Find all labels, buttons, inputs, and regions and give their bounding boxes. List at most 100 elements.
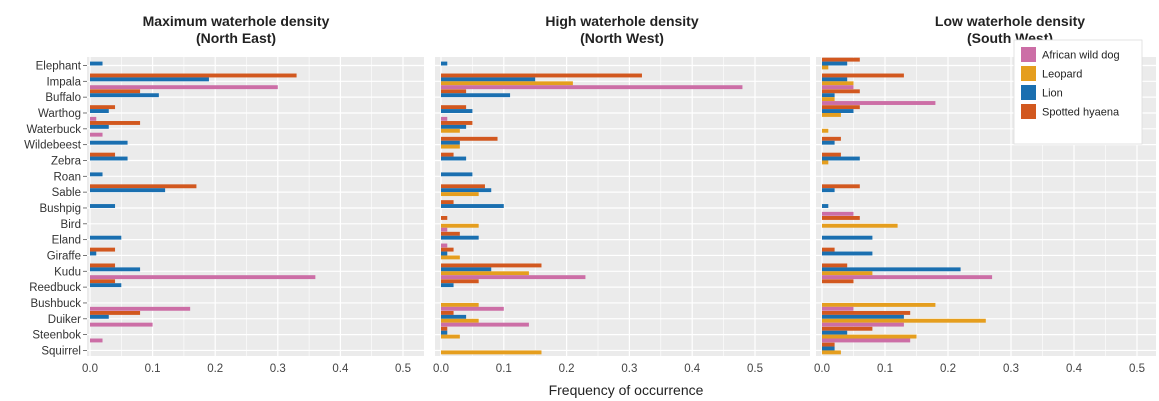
bar-spotted-hyaena-squirrel [822,342,835,347]
panel-1-background [87,57,424,356]
bar-african-wild-dog-impala [90,85,278,90]
bar-spotted-hyaena-giraffe [90,247,116,252]
bar-leopard-steenbok [822,334,917,339]
bar-lion-elephant [90,61,103,66]
bar-lion-elephant [441,61,448,66]
bar-lion-impala [441,77,536,82]
bar-leopard-elephant [822,65,829,70]
legend-label-lion: Lion [1042,88,1063,100]
bar-spotted-hyaena-bird [441,216,448,220]
bar-lion-warthog [90,109,109,113]
bar-spotted-hyaena-reedbuck [441,279,479,284]
bar-leopard-warthog [822,112,841,117]
bar-leopard-bushbuck [822,302,936,307]
bar-lion-wildebeest [90,140,128,145]
bar-lion-buffalo [90,93,159,98]
bar-spotted-hyaena-reedbuck [822,279,854,284]
bar-spotted-hyaena-reedbuck [90,279,116,284]
legend-swatch-lion [1021,85,1036,100]
bar-spotted-hyaena-impala [822,73,904,78]
bar-spotted-hyaena-buffalo [441,89,467,94]
bar-lion-zebra [441,156,467,161]
bar-spotted-hyaena-kudu [822,263,848,268]
bar-spotted-hyaena-sable [90,184,197,189]
bar-lion-eland [90,235,122,240]
bar-spotted-hyaena-duiker [822,310,911,315]
category-label-warthog: Warthog [38,108,81,120]
x-axis-label: Frequency of occurrence [549,382,704,398]
bar-lion-bushpig [822,204,829,208]
x-tick-label: 0.1 [496,363,512,375]
bar-spotted-hyaena-impala [441,73,642,78]
bar-lion-giraffe [441,251,448,256]
bar-lion-kudu [822,267,961,272]
bar-lion-impala [822,77,848,82]
bar-leopard-waterbuck [441,128,460,133]
bar-spotted-hyaena-warthog [441,105,467,110]
bar-spotted-hyaena-zebra [90,152,116,157]
category-label-sable: Sable [52,187,81,199]
bar-lion-eland [822,235,873,240]
bar-lion-roan [90,172,103,177]
category-label-wildebeest: Wildebeest [24,140,82,152]
x-tick-label: 0.0 [82,363,98,375]
bar-lion-sable [441,188,492,193]
bar-spotted-hyaena-waterbuck [441,121,473,125]
bar-african-wild-dog-kudu [90,275,316,280]
bar-lion-eland [441,235,479,240]
legend-label-african-wild-dog: African wild dog [1042,50,1120,62]
category-label-bird: Bird [61,219,81,231]
x-tick-label: 0.5 [395,363,411,375]
bar-spotted-hyaena-buffalo [822,89,860,94]
bar-leopard-squirrel [441,350,542,355]
bar-leopard-buffalo [822,97,835,102]
bar-lion-roan [441,172,473,177]
bar-african-wild-dog-steenbok [90,338,103,343]
bar-lion-reedbuck [90,283,122,288]
panel-2: 0.0 0.1 0.2 0.3 0.4 0.5 [433,57,810,375]
category-label-waterbuck: Waterbuck [26,124,81,136]
bar-spotted-hyaena-buffalo [90,89,141,94]
bar-lion-buffalo [441,93,511,98]
x-tick-label: 0.5 [747,363,763,375]
category-label-eland: Eland [52,235,81,247]
panel-1-title-line-2: (North East) [196,30,276,46]
x-tick-label: 0.5 [1129,363,1145,375]
bar-spotted-hyaena-impala [90,73,297,78]
category-label-giraffe: Giraffe [47,250,81,262]
x-tick-label: 0.3 [1003,363,1019,375]
bar-spotted-hyaena-steenbok [441,326,448,331]
panel-1: 0.0 0.1 0.2 0.3 0.4 0.5 [82,57,424,375]
category-label-impala: Impala [46,76,81,88]
category-label-roan: Roan [54,171,82,183]
bar-african-wild-dog-waterbuck [90,132,103,137]
bar-leopard-waterbuck [822,128,829,133]
bar-african-wild-dog-impala [441,85,743,90]
bar-lion-giraffe [822,251,873,256]
bar-spotted-hyaena-sable [441,184,485,189]
bar-spotted-hyaena-eland [441,231,460,236]
bar-spotted-hyaena-duiker [90,310,141,315]
bar-spotted-hyaena-giraffe [441,247,454,252]
bar-lion-elephant [822,61,848,66]
panel-1-title-line-1: Maximum waterhole density [143,13,330,29]
bar-lion-warthog [441,109,473,113]
category-labels: Elephant Impala Buffalo Warthog Waterbuck Wil… [24,61,87,357]
bar-leopard-duiker [441,318,479,323]
category-label-reedbuck: Reedbuck [29,282,81,294]
bar-spotted-hyaena-warthog [822,105,860,110]
bar-lion-warthog [822,109,854,113]
bar-lion-wildebeest [441,140,460,145]
bar-spotted-hyaena-steenbok [822,326,873,331]
bar-leopard-bushbuck [441,302,479,307]
bar-lion-sable [822,188,835,193]
category-label-steenbok: Steenbok [32,330,81,342]
bar-spotted-hyaena-zebra [441,152,454,157]
bar-leopard-steenbok [441,334,460,339]
bar-spotted-hyaena-wildebeest [441,136,498,141]
chart-panels: 0.0 0.1 0.2 0.3 0.4 0.5 0.0 0.1 0.2 0.3 0.4 0.5 0.0 0… [82,57,1156,375]
bar-african-wild-dog-bushbuck [822,306,854,311]
legend-label-leopard: Leopard [1042,69,1082,81]
bar-lion-duiker [822,314,904,319]
bar-african-wild-dog-duiker [90,322,153,327]
